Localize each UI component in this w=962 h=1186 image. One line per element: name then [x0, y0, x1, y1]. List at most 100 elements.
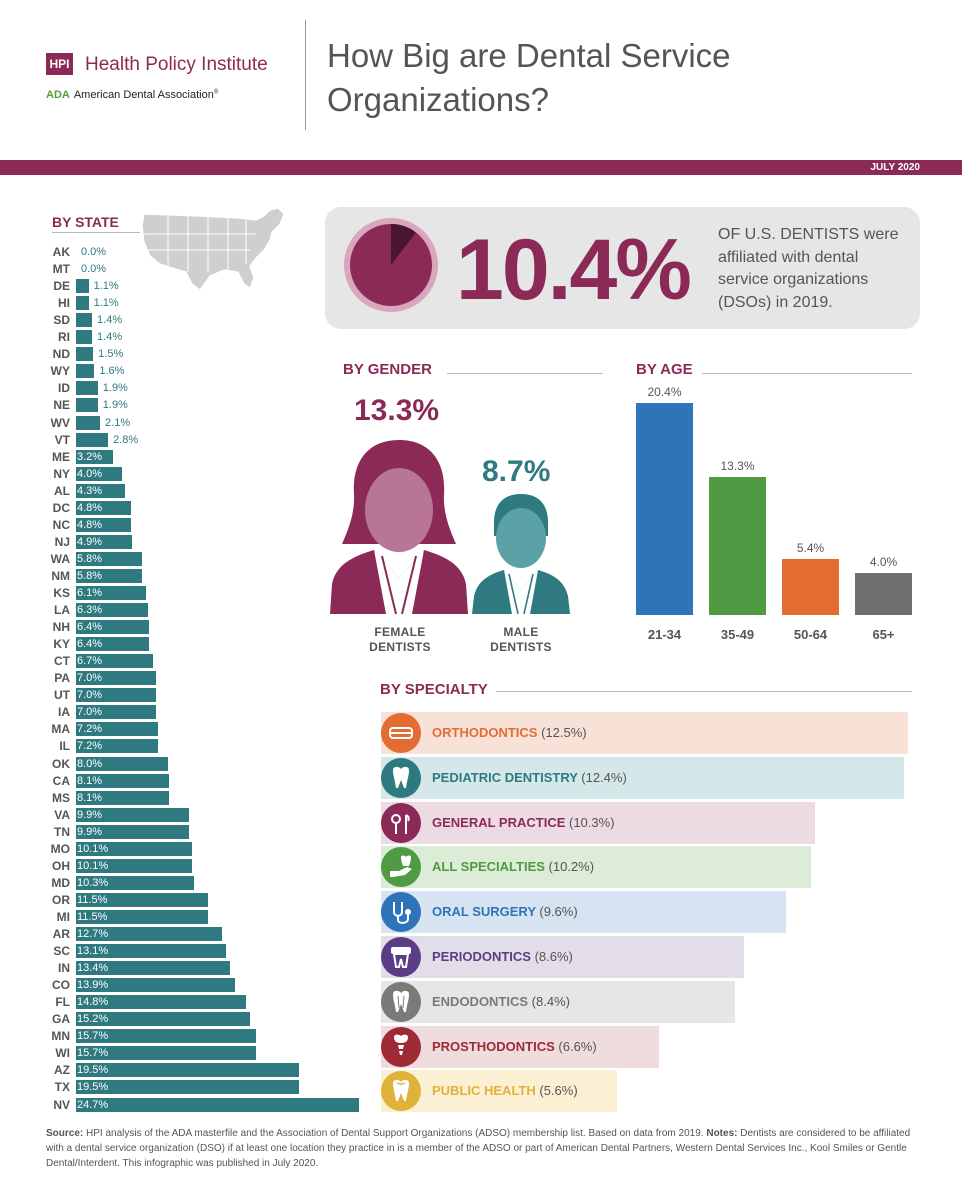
state-code: GA: [52, 1012, 70, 1027]
state-value: 5.8%: [77, 552, 103, 565]
headline-text: OF U.S. DENTISTS were affiliated with de…: [718, 226, 899, 311]
specialty-bar: [381, 1025, 660, 1068]
age-value: 4.0%: [869, 555, 898, 570]
specialty-bar: [381, 846, 812, 889]
state-bar: [76, 534, 133, 549]
specialty-row: PUBLIC HEALTH (5.6%): [381, 1070, 618, 1113]
state-value: 1.5%: [98, 348, 124, 361]
state-bar: [76, 347, 94, 362]
specialty-row: ALL SPECIALTIES (10.2%): [381, 846, 812, 889]
specialty-row: ORTHODONTICS (12.5%): [381, 712, 908, 754]
specialty-label: ALL SPECIALTIES (10.2%): [432, 846, 594, 888]
state-code: CA: [52, 773, 70, 788]
state-bar: [76, 381, 98, 396]
specialty-name: PERIODONTICS: [432, 949, 535, 964]
specialty-bar: [381, 712, 908, 754]
female-label: FEMALE DENTISTS: [350, 625, 450, 655]
age-bar: [709, 476, 766, 615]
state-code: AR: [52, 927, 70, 941]
age-bar: [855, 573, 912, 615]
state-bar: [76, 637, 150, 652]
state-bar: [76, 500, 131, 515]
specialty-name: PEDIATRIC DENTISTRY: [432, 769, 582, 785]
ada-name: American Dental Association: [73, 89, 214, 101]
state-value: 3.2%: [77, 450, 103, 463]
state-code: MN: [51, 1029, 70, 1044]
gender-rule: [447, 373, 603, 374]
state-bar: [76, 296, 89, 311]
us-map-icon: [141, 207, 285, 291]
state-code: OK: [52, 756, 70, 771]
state-value: 10.1%: [77, 859, 109, 872]
state-bar: [76, 432, 109, 447]
state-code: CT: [54, 654, 70, 669]
state-bar: [76, 995, 246, 1010]
state-bar: [76, 620, 150, 635]
hand-tooth-icon: [381, 847, 421, 888]
state-bar: [76, 1097, 359, 1112]
state-value: 1.4%: [97, 314, 123, 327]
age-value: 13.3%: [720, 458, 755, 473]
female-label-line2: DENTISTS: [369, 640, 431, 654]
state-bar: [76, 909, 208, 924]
state-bar: [76, 875, 194, 890]
state-value: 1.9%: [102, 382, 128, 395]
state-code: WA: [50, 551, 70, 566]
state-code: MO: [50, 841, 70, 856]
ada-line: ADA American Dental Association®: [46, 89, 218, 101]
state-value: 2.8%: [113, 433, 139, 446]
specialty-bar: [381, 756, 904, 799]
specialty-row: PERIODONTICS (8.6%): [381, 936, 744, 978]
tooth-icon: [381, 757, 421, 798]
state-code: CO: [52, 978, 70, 993]
specialty-label: ORTHODONTICS (12.5%): [432, 712, 587, 754]
state-code: KS: [53, 586, 70, 600]
female-dentist-icon: [330, 440, 468, 615]
state-code: DE: [53, 279, 70, 294]
state-code: ND: [52, 347, 70, 362]
state-code: NV: [53, 1097, 70, 1112]
state-value: 15.2%: [77, 1013, 109, 1026]
state-bar: [76, 415, 101, 430]
state-bar: [76, 517, 131, 532]
state-code: SC: [53, 944, 70, 959]
state-value: 0.0%: [81, 246, 107, 258]
state-value: 15.7%: [77, 1047, 109, 1060]
state-bar: [76, 330, 93, 345]
state-code: OH: [52, 858, 70, 873]
state-bar: [76, 1029, 256, 1044]
state-bar: [76, 551, 143, 566]
state-value: 1.1%: [93, 280, 119, 293]
state-bar: [76, 688, 157, 703]
implant-icon: [381, 1026, 421, 1067]
state-bar: [76, 449, 113, 464]
root-canal-icon: [381, 981, 421, 1022]
specialty-label: PEDIATRIC DENTISTRY (12.4%): [432, 757, 627, 799]
specialty-name: ORAL SURGERY: [432, 904, 540, 920]
state-value: 8.0%: [77, 757, 103, 770]
state-code: UT: [54, 688, 70, 703]
specialty-name: GENERAL PRACTICE: [432, 814, 569, 830]
state-value: 9.9%: [77, 825, 103, 838]
state-code: MA: [51, 722, 70, 737]
hpi-logo: HPI: [46, 53, 73, 75]
state-bar: [76, 603, 149, 618]
specialty-title: BY SPECIALTY: [380, 681, 488, 698]
state-code: IL: [59, 739, 70, 754]
state-bar: [76, 398, 98, 413]
state-value: 1.4%: [97, 331, 123, 344]
state-bar: [76, 756, 168, 771]
tooth-outline-icon: [381, 1071, 421, 1112]
state-value: 14.8%: [77, 996, 109, 1009]
state-code: WV: [50, 415, 70, 430]
specialty-label: PERIODONTICS (8.6%): [432, 936, 573, 978]
state-code: FL: [55, 995, 70, 1010]
age-category: 21-34: [647, 627, 682, 642]
state-bar: [76, 279, 89, 294]
pie-icon: [344, 218, 438, 312]
age-value: 5.4%: [796, 540, 825, 555]
state-bar: [76, 807, 190, 822]
specialty-name: PUBLIC HEALTH: [432, 1083, 540, 1099]
specialty-row: PEDIATRIC DENTISTRY (12.4%): [381, 756, 904, 799]
state-code: HI: [58, 296, 70, 311]
